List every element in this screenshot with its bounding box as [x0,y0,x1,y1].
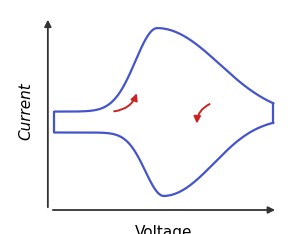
Text: Voltage: Voltage [135,225,193,234]
Text: Current: Current [19,83,34,140]
